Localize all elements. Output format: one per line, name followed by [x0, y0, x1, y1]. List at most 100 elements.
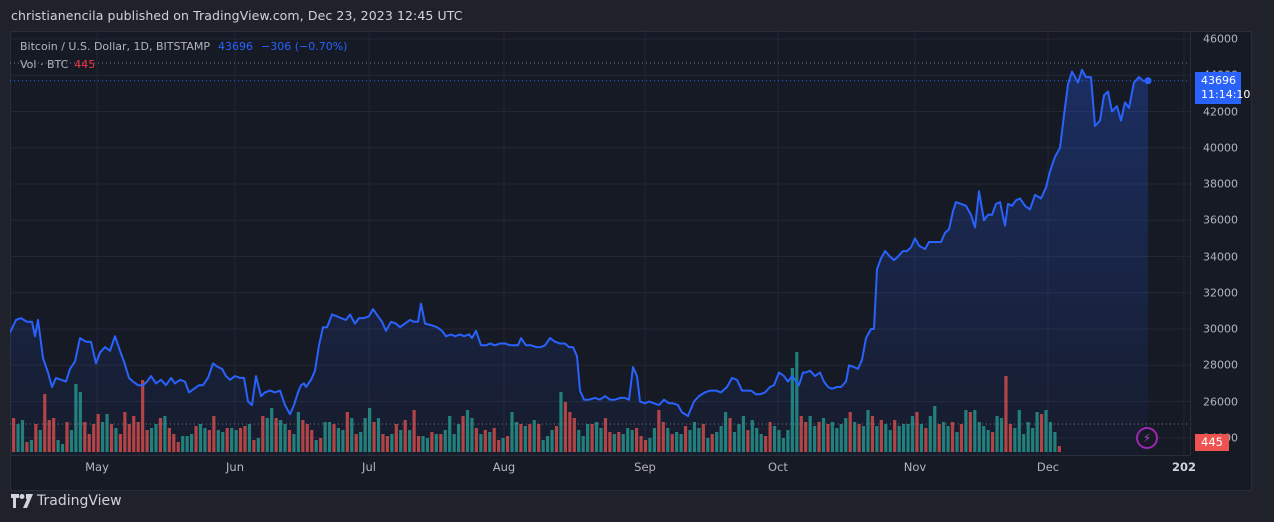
volume-bar — [639, 436, 643, 452]
volume-bar — [448, 416, 452, 452]
volume-bar — [728, 418, 732, 452]
volume-bar — [29, 440, 33, 452]
volume-bar — [950, 422, 955, 452]
symbol-legend[interactable]: Bitcoin / U.S. Dollar, 1D, BITSTAMP 43696… — [20, 40, 347, 53]
volume-bar — [888, 430, 892, 452]
time-tick-label: 202 — [1171, 460, 1197, 474]
volume-bar — [902, 424, 906, 452]
volume-bar — [270, 408, 274, 452]
price-tick-label: 34000 — [1203, 250, 1238, 263]
volume-bar — [724, 412, 728, 452]
price-change: −306 (−0.70%) — [260, 40, 348, 53]
volume-bar — [43, 394, 47, 452]
volume-bar — [167, 428, 171, 452]
volume-bar — [109, 424, 114, 452]
volume-bar — [158, 418, 163, 452]
volume-bar — [341, 430, 345, 452]
volume-bar — [221, 432, 225, 452]
volume-bar — [737, 424, 741, 452]
volume-bar — [844, 418, 848, 452]
volume-bar — [376, 418, 381, 452]
volume-bar — [1017, 410, 1021, 452]
volume-bar — [207, 430, 211, 452]
volume-bar — [283, 424, 287, 452]
price-axis[interactable] — [1190, 31, 1251, 455]
volume-bar — [252, 440, 256, 452]
volume-bar — [879, 420, 883, 452]
volume-bar — [287, 430, 292, 452]
volume-bar — [710, 434, 714, 452]
volume-bar — [523, 426, 527, 452]
volume-bar — [238, 428, 243, 452]
volume-bar — [528, 424, 532, 452]
volume-bar — [296, 412, 300, 452]
time-tick-label: May — [85, 460, 109, 474]
price-tick-label: 30000 — [1203, 322, 1238, 336]
volume-bar — [74, 384, 78, 452]
volume-bar — [470, 418, 474, 452]
volume-bar — [332, 424, 336, 452]
lightning-icon[interactable]: ⚡ — [1136, 427, 1158, 449]
volume-bar — [928, 416, 932, 452]
volume-bar — [786, 430, 790, 452]
time-tick-label: Dec — [1036, 460, 1060, 474]
volume-bar — [345, 412, 349, 452]
volume-bar — [323, 422, 327, 452]
volume-bar — [594, 422, 599, 452]
volume-bar — [857, 424, 861, 452]
volume-bar — [764, 436, 768, 452]
volume-bar — [78, 392, 82, 452]
volume-bar — [626, 428, 630, 452]
tradingview-logo-icon — [11, 494, 33, 508]
volume-bar — [501, 438, 505, 452]
price-area — [10, 69, 1148, 455]
volume-bar — [412, 410, 416, 452]
volume-bar — [514, 422, 519, 452]
volume-bar — [92, 424, 96, 452]
volume-bar — [34, 424, 38, 452]
volume-bar — [483, 430, 487, 452]
volume-bar — [38, 430, 42, 452]
price-tick-label: 32000 — [1203, 286, 1238, 300]
volume-bar — [434, 434, 438, 452]
volume-bar — [96, 414, 100, 452]
time-tick-label: Oct — [768, 460, 788, 474]
volume-bar — [194, 426, 198, 452]
chart-plot-area[interactable] — [10, 31, 1190, 455]
tradingview-logo[interactable]: TradingView — [11, 493, 122, 509]
volume-legend[interactable]: Vol · BTC 445 — [20, 58, 95, 71]
volume-bar — [1004, 376, 1008, 452]
volume-bar — [955, 432, 959, 452]
volume-label: Vol · BTC — [20, 58, 69, 71]
volume-bar — [608, 432, 612, 452]
volume-bar — [973, 410, 977, 452]
time-tick-label: Aug — [492, 460, 516, 474]
volume-bar — [919, 424, 923, 452]
volume-bar — [697, 428, 701, 452]
volume-bar — [399, 430, 403, 452]
volume-bar — [497, 440, 501, 452]
volume-bar — [968, 412, 972, 452]
volume-bar — [105, 414, 109, 452]
time-tick-label: Jun — [226, 460, 244, 474]
volume-bar — [946, 426, 950, 452]
time-axis[interactable] — [10, 455, 1190, 489]
volume-bar — [897, 426, 901, 452]
volume-bar — [635, 428, 639, 452]
volume-bar — [479, 434, 483, 452]
volume-bar — [817, 422, 821, 452]
volume-bar — [848, 412, 852, 452]
volume-bar — [572, 418, 576, 452]
volume-bar — [172, 434, 176, 452]
volume-bar — [132, 416, 136, 452]
volume-bar — [559, 392, 563, 452]
volume-bar — [808, 416, 812, 452]
volume-bar — [688, 430, 692, 452]
volume-bar — [203, 428, 207, 452]
volume-bar — [772, 426, 777, 452]
volume-bar — [657, 410, 661, 452]
volume-bar — [982, 426, 986, 452]
volume-bar — [599, 428, 603, 452]
volume-bar — [430, 432, 434, 452]
volume-bar — [1044, 410, 1048, 452]
